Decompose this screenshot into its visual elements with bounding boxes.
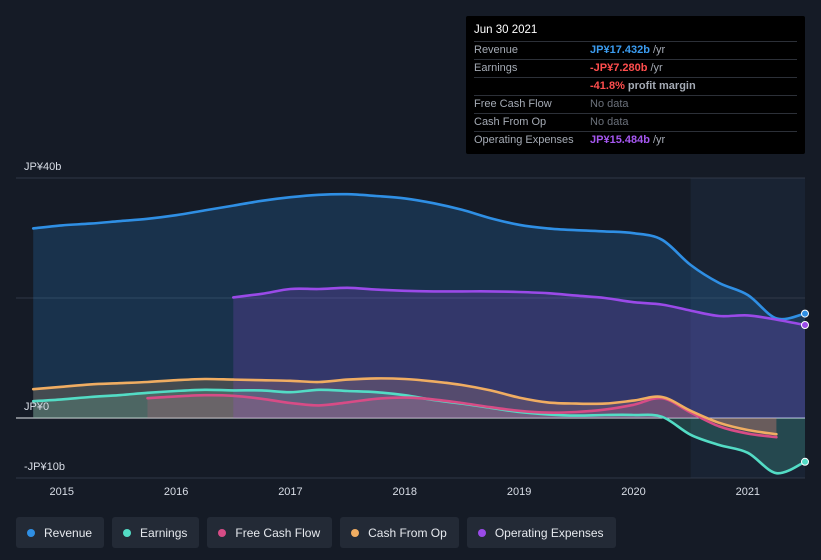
financial-chart: 2015 2016 2017 2018 2019 2020 2021 JP¥40b JP¥0… — [16, 161, 809, 498]
tooltip-row-value: No data — [590, 116, 629, 128]
tooltip-row-label: Revenue — [474, 44, 519, 56]
tooltip-row-value: -41.8% — [590, 80, 625, 92]
tooltip-row-label: Free Cash Flow — [474, 98, 552, 110]
tooltip-row: Free Cash Flow No data — [474, 96, 797, 114]
legend-item-cash-from-op[interactable]: Cash From Op — [340, 517, 459, 548]
operating-expenses-area — [233, 287, 806, 418]
tooltip-date: Jun 30 2021 — [474, 22, 797, 42]
legend-dot-icon — [351, 528, 360, 537]
tooltip-row-label: Operating Expenses — [474, 134, 574, 146]
x-tick-label: 2020 — [621, 486, 645, 498]
y-label-zero: JP¥0 — [24, 401, 49, 413]
legend-item-earnings[interactable]: Earnings — [112, 517, 200, 548]
legend-dot-icon — [218, 528, 227, 537]
y-label-bottom: -JP¥10b — [24, 461, 65, 473]
earnings-area — [33, 389, 805, 474]
legend-item-free-cash-flow[interactable]: Free Cash Flow — [207, 517, 333, 548]
y-label-top: JP¥40b — [24, 161, 61, 173]
revenue-line — [31, 192, 807, 321]
x-tick-label: 2021 — [736, 486, 760, 498]
legend-dot-icon — [477, 528, 486, 537]
legend-item-operating-expenses[interactable]: Operating Expenses — [466, 517, 616, 548]
legend-label: Operating Expenses — [494, 525, 604, 540]
tooltip-row-label: Cash From Op — [474, 116, 547, 128]
legend-label: Revenue — [44, 525, 93, 540]
tooltip-row-unit: /yr — [652, 134, 666, 146]
legend: Revenue Earnings Free Cash Flow Cash From O… — [16, 517, 616, 548]
x-tick-label: 2019 — [507, 486, 531, 498]
tooltip-row: Earnings -JP¥7.280b/yr — [474, 60, 797, 78]
tooltip-row-label: Earnings — [474, 62, 518, 74]
operating-expenses-endpoint — [801, 321, 809, 329]
tooltip-row: Revenue JP¥17.432b/yr — [474, 42, 797, 60]
tooltip-row-label — [474, 78, 590, 95]
tooltip-row: -41.8% profit margin — [474, 78, 797, 96]
tooltip-row-value: JP¥15.484b — [590, 134, 650, 146]
tooltip-row: Operating Expenses JP¥15.484b/yr — [474, 132, 797, 149]
tooltip-row-unit: profit margin — [627, 80, 696, 92]
legend-label: Cash From Op — [368, 525, 447, 540]
revenue-endpoint — [801, 309, 809, 318]
x-tick-label: 2016 — [164, 486, 188, 498]
tooltip-row-unit: /yr — [652, 44, 666, 56]
x-tick-label: 2015 — [49, 486, 73, 498]
future-shade — [690, 178, 805, 478]
tooltip-row: Cash From Op No data — [474, 114, 797, 132]
legend-label: Earnings — [140, 525, 188, 540]
tooltip-panel: Jun 30 2021 Revenue JP¥17.432b/yr Earnings… — [466, 16, 805, 154]
revenue-area — [33, 194, 805, 418]
tooltip-row-value: -JP¥7.280b — [590, 62, 648, 74]
legend-dot-icon — [27, 528, 35, 537]
cash-from-op-line — [31, 377, 778, 436]
legend-item-revenue[interactable]: Revenue — [16, 517, 105, 548]
cash-from-op-area — [33, 378, 777, 435]
tooltip-row-unit: /yr — [650, 62, 663, 74]
x-tick-label: 2018 — [393, 486, 417, 498]
legend-dot-icon — [123, 528, 132, 537]
legend-label: Free Cash Flow — [235, 525, 321, 540]
operating-expenses-line — [232, 286, 807, 327]
earnings-endpoint — [801, 457, 809, 466]
tooltip-row-value: No data — [590, 98, 629, 110]
x-tick-label: 2017 — [278, 486, 302, 498]
tooltip-row-value: JP¥17.432b — [590, 44, 650, 56]
